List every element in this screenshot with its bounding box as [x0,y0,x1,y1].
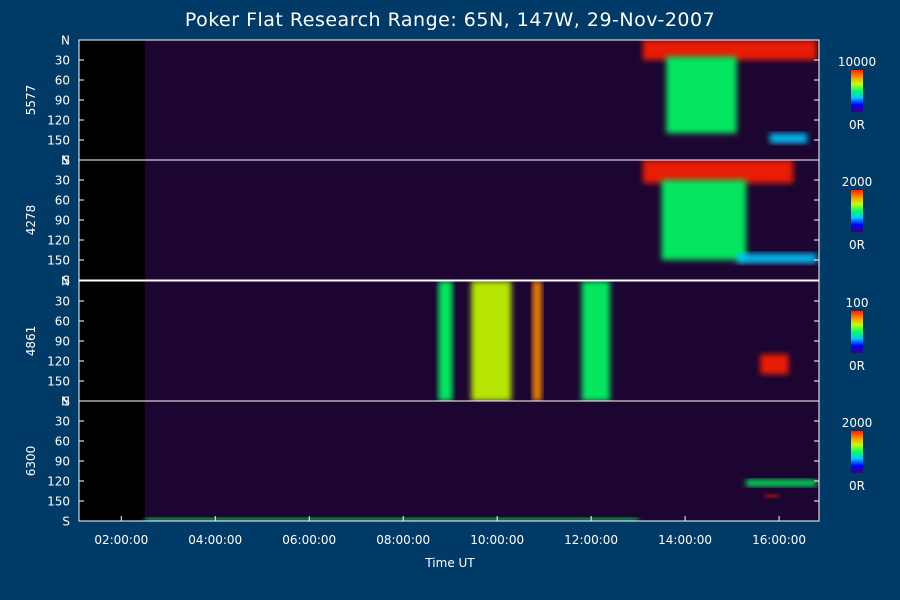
x-tick-label: 12:00:00 [564,533,618,547]
x-axis-title: Time UT [425,556,475,570]
y-tick-label: 90 [55,214,70,228]
emission-feature [746,479,817,487]
panel-4861: N 30 60 90 120 150 S 4861 100 0R [24,275,868,409]
emission-feature [471,281,512,401]
y-tick-label: 30 [55,295,70,309]
x-tick-label: 08:00:00 [376,533,430,547]
y-tick-label: 60 [55,74,70,88]
emission-feature [642,160,794,184]
emission-feature [532,281,542,401]
x-tick-label: 02:00:00 [94,533,148,547]
colorbar-max-label: 2000 [842,175,873,189]
y-tick-label: 150 [47,134,70,148]
emission-feature [666,56,737,134]
panel-4278: N 30 60 90 120 150 S 4278 2000 0R [24,154,872,288]
y-tick-label: 60 [55,315,70,329]
y-tick-label: 60 [55,435,70,449]
panel-label: 4278 [24,205,38,236]
emission-feature [736,253,817,264]
y-tick-label: 30 [55,54,70,68]
y-tick-label: S [62,154,70,168]
panel-label: 5577 [24,85,38,116]
colorbar-max-label: 10000 [838,55,876,69]
x-tick-label: 16:00:00 [752,533,806,547]
y-tick-label: 90 [55,455,70,469]
emission-feature [769,133,808,144]
y-tick-label: S [62,274,70,288]
y-tick-label: 120 [47,114,70,128]
y-tick-label: 150 [47,254,70,268]
x-tick-label: 14:00:00 [658,533,712,547]
x-tick-label: 04:00:00 [188,533,242,547]
colorbar-max-label: 100 [846,296,869,310]
panel-label: 4861 [24,326,38,357]
colorbar-min-label: 0R [849,118,865,132]
panel-label: 6300 [24,446,38,477]
y-tick-label: 150 [47,495,70,509]
colorbar [851,431,863,473]
y-tick-label: S [62,515,70,529]
emission-feature [144,517,639,521]
y-tick-label: N [61,154,70,168]
colorbar-min-label: 0R [849,359,865,373]
emission-feature [661,180,747,260]
y-tick-label: 60 [55,194,70,208]
y-tick-label: 30 [55,174,70,188]
colorbar [851,190,863,232]
colorbar-min-label: 0R [849,238,865,252]
emission-feature [581,281,610,401]
y-tick-label: 120 [47,234,70,248]
emission-feature [642,40,817,60]
colorbar [851,70,863,112]
y-tick-label: 120 [47,475,70,489]
emission-feature [764,494,780,498]
panel-data-area [144,401,819,521]
y-tick-label: N [61,395,70,409]
colorbar-max-label: 2000 [842,416,873,430]
y-tick-label: 120 [47,355,70,369]
x-tick-label: 10:00:00 [470,533,524,547]
x-tick-label: 06:00:00 [282,533,336,547]
y-tick-label: 90 [55,94,70,108]
colorbar-min-label: 0R [849,479,865,493]
emission-feature [760,354,789,375]
y-tick-label: 30 [55,415,70,429]
chart-title: Poker Flat Research Range: 65N, 147W, 29… [184,9,716,31]
y-tick-label: N [61,34,70,48]
y-tick-label: S [62,395,70,409]
y-tick-label: N [61,275,70,289]
panel-5577: N 30 60 90 120 150 S 5577 10000 0R [24,34,876,168]
y-tick-label: 150 [47,375,70,389]
emission-feature [438,281,453,401]
colorbar [851,311,863,353]
panel-6300: N 30 60 90 120 150 S 6300 2000 0R [24,395,872,529]
y-tick-label: 90 [55,335,70,349]
